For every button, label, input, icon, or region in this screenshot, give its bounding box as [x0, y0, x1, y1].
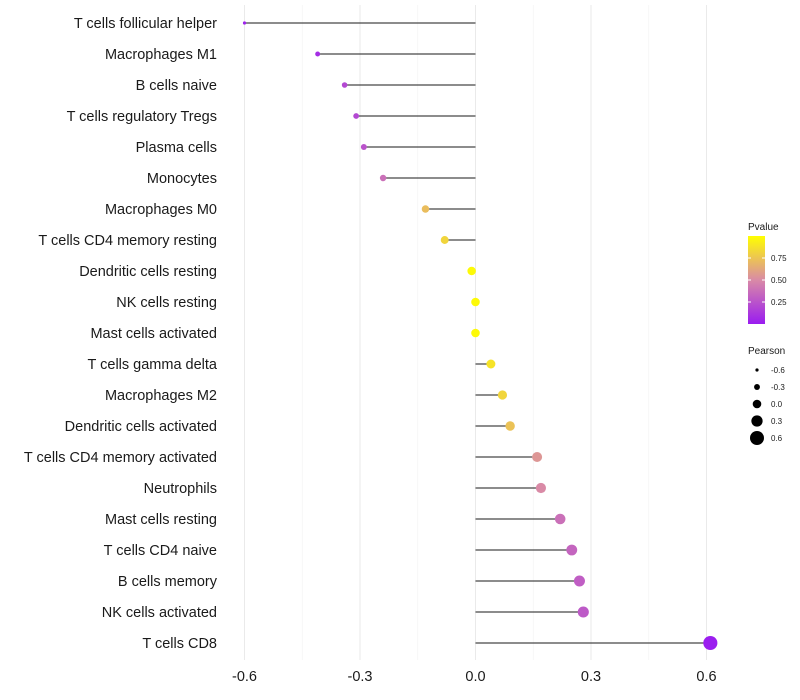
point: [467, 266, 476, 276]
point: [341, 82, 348, 88]
grid-lines: [244, 5, 707, 660]
y-tick-label: Plasma cells: [136, 140, 217, 156]
y-tick-label: NK cells resting: [116, 295, 217, 311]
y-tick-label: NK cells activated: [102, 605, 217, 621]
y-tick-label: T cells CD4 naive: [104, 543, 217, 559]
y-tick-label: T cells CD8: [142, 636, 217, 652]
size-legend-label: 0.6: [771, 434, 783, 443]
x-tick-label: -0.3: [348, 669, 373, 685]
y-tick-label: Mast cells activated: [90, 326, 217, 342]
y-tick-label: Neutrophils: [144, 481, 217, 497]
size-legend-dot: [751, 415, 763, 427]
point: [440, 236, 449, 244]
size-legend-label: -0.3: [771, 383, 785, 392]
point: [532, 451, 543, 463]
point: [703, 635, 718, 651]
point: [486, 359, 496, 369]
x-tick-label: 0.3: [581, 669, 601, 685]
y-tick-label: Dendritic cells resting: [79, 264, 217, 280]
y-tick-label: T cells follicular helper: [74, 16, 217, 32]
y-tick-label: B cells memory: [118, 574, 218, 590]
point: [471, 297, 480, 307]
y-tick-label: Macrophages M1: [105, 47, 217, 63]
y-tick-label: T cells CD4 memory activated: [24, 450, 217, 466]
size-legend-dot: [752, 399, 762, 409]
point: [505, 421, 515, 431]
size-legend-dot: [754, 384, 760, 390]
point: [471, 328, 480, 338]
y-tick-label: Macrophages M0: [105, 202, 217, 218]
point: [573, 575, 585, 587]
y-tick-label: Monocytes: [147, 171, 217, 187]
point: [315, 51, 321, 57]
point: [421, 205, 430, 213]
lollipop-stems: [244, 22, 711, 644]
colorbar-tick-label: 0.50: [771, 276, 787, 285]
point: [566, 544, 578, 556]
size-legend-label: -0.6: [771, 366, 785, 375]
colorbar-tick-label: 0.25: [771, 298, 787, 307]
size-legend-label: 0.3: [771, 417, 783, 426]
point: [535, 482, 547, 494]
y-tick-label: T cells gamma delta: [88, 357, 218, 373]
point: [242, 21, 247, 25]
y-tick-label: T cells CD4 memory resting: [38, 233, 217, 249]
point: [554, 513, 566, 525]
pearson-legend: Pearson -0.6 -0.3 0.0 0.3 0.6: [748, 346, 785, 445]
point: [379, 174, 387, 182]
point: [577, 606, 589, 618]
point: [360, 144, 367, 150]
y-tick-label: Mast cells resting: [105, 512, 217, 528]
pvalue-legend: Pvalue 0.25 0.50 0.75: [748, 222, 787, 324]
pearson-legend-title: Pearson: [748, 346, 785, 357]
y-tick-label: B cells naive: [136, 78, 217, 94]
size-legend-label: 0.0: [771, 400, 783, 409]
y-tick-label: Dendritic cells activated: [65, 419, 217, 435]
colorbar-tick-label: 0.75: [771, 254, 787, 263]
lollipop-points: [242, 21, 718, 651]
y-tick-label: T cells regulatory Tregs: [67, 109, 217, 125]
pvalue-legend-title: Pvalue: [748, 222, 779, 233]
pvalue-colorbar: [748, 236, 765, 324]
x-tick-label: 0.6: [696, 669, 716, 685]
y-tick-label: Macrophages M2: [105, 388, 217, 404]
x-axis-tick-labels: -0.6 -0.3 0.0 0.3 0.6: [232, 669, 717, 685]
point: [497, 390, 508, 400]
x-tick-label: 0.0: [465, 669, 485, 685]
x-tick-label: -0.6: [232, 669, 257, 685]
y-axis-labels: T cells follicular helper Macrophages M1 B…: [24, 16, 218, 652]
size-legend-dot: [750, 431, 764, 445]
point: [353, 113, 360, 119]
size-legend-dot: [755, 368, 759, 372]
